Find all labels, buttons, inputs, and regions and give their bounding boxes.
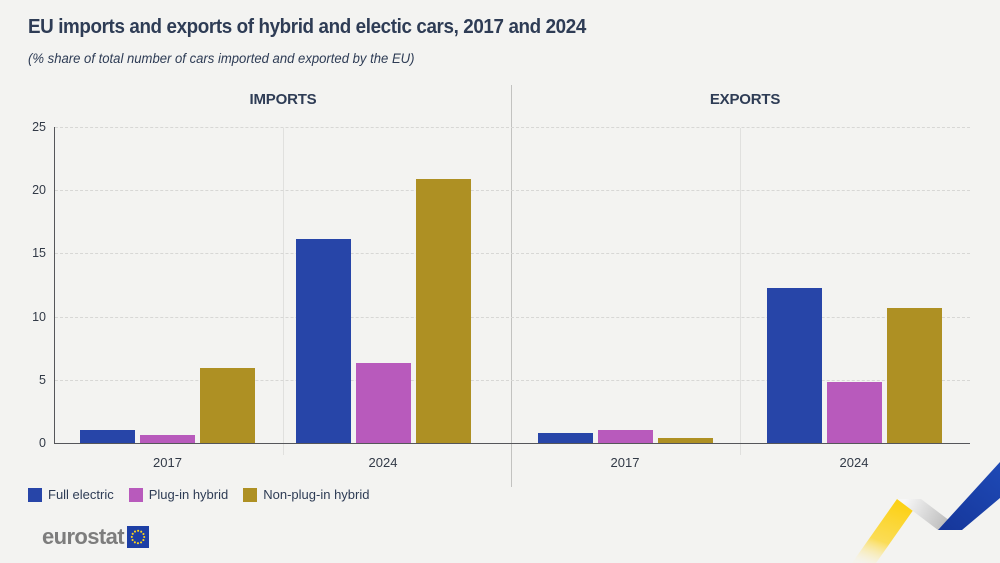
gridline <box>55 317 970 318</box>
bar-plug-in-hybrid <box>356 363 411 443</box>
decorative-ribbon-graphic <box>852 462 1000 563</box>
bar-full-electric <box>538 433 593 443</box>
bar-full-electric <box>296 239 351 443</box>
bar-non-plug-in-hybrid <box>416 179 471 443</box>
gridline <box>55 380 970 381</box>
imports-panel-title: IMPORTS <box>249 91 317 108</box>
bar-plug-in-hybrid <box>140 435 195 443</box>
non-plug-in-hybrid-swatch-icon <box>243 487 258 502</box>
gridline <box>55 190 970 191</box>
full-electric-swatch-icon <box>28 487 42 502</box>
legend-label: Plug-in hybrid <box>148 487 229 502</box>
page-title: EU imports and exports of hybrid and ele… <box>28 16 586 38</box>
legend-label: Non-plug-in hybrid <box>263 487 370 502</box>
bar-plug-in-hybrid <box>598 430 653 443</box>
eu-flag-icon <box>127 526 149 548</box>
exports-panel-title: EXPORTS <box>709 91 781 108</box>
bar-plug-in-hybrid <box>827 382 882 443</box>
legend-label: Full electric <box>48 487 114 502</box>
bar-non-plug-in-hybrid <box>887 308 942 443</box>
y-tick-label: 10 <box>32 310 46 324</box>
bar-non-plug-in-hybrid <box>200 368 255 443</box>
y-tick-label: 5 <box>39 373 46 387</box>
y-tick-label: 25 <box>32 120 46 134</box>
group-divider-line <box>740 128 741 455</box>
plug-in-hybrid-swatch-icon <box>128 487 143 502</box>
x-category-label: 2017 <box>153 455 182 470</box>
x-category-label: 2024 <box>368 455 398 470</box>
bar-non-plug-in-hybrid <box>658 438 713 443</box>
legend-item-non-plug-in-hybrid: Non-plug-in hybrid <box>243 487 369 502</box>
eurostat-logo-text: eurostat <box>42 524 125 549</box>
gridline <box>55 253 970 254</box>
bar-full-electric <box>80 430 135 443</box>
page-subtitle: (% share of total number of cars importe… <box>28 51 415 66</box>
group-divider-line <box>283 128 284 455</box>
y-tick-label: 20 <box>32 183 46 197</box>
legend-item-plug-in-hybrid: Plug-in hybrid <box>128 487 229 502</box>
eurostat-logo: eurostat <box>42 526 149 548</box>
legend-item-full-electric: Full electric <box>28 487 114 502</box>
y-tick-label: 15 <box>32 246 46 260</box>
x-category-label: 2024 <box>839 455 869 470</box>
panel-divider-line <box>511 85 512 487</box>
legend: Full electric Plug-in hybrid Non-plug-in… <box>28 487 369 502</box>
y-axis <box>54 127 55 443</box>
y-tick-label: 0 <box>39 436 46 450</box>
x-axis <box>54 443 970 444</box>
gridline <box>55 127 970 128</box>
bar-full-electric <box>767 288 822 443</box>
x-category-label: 2017 <box>610 455 640 470</box>
